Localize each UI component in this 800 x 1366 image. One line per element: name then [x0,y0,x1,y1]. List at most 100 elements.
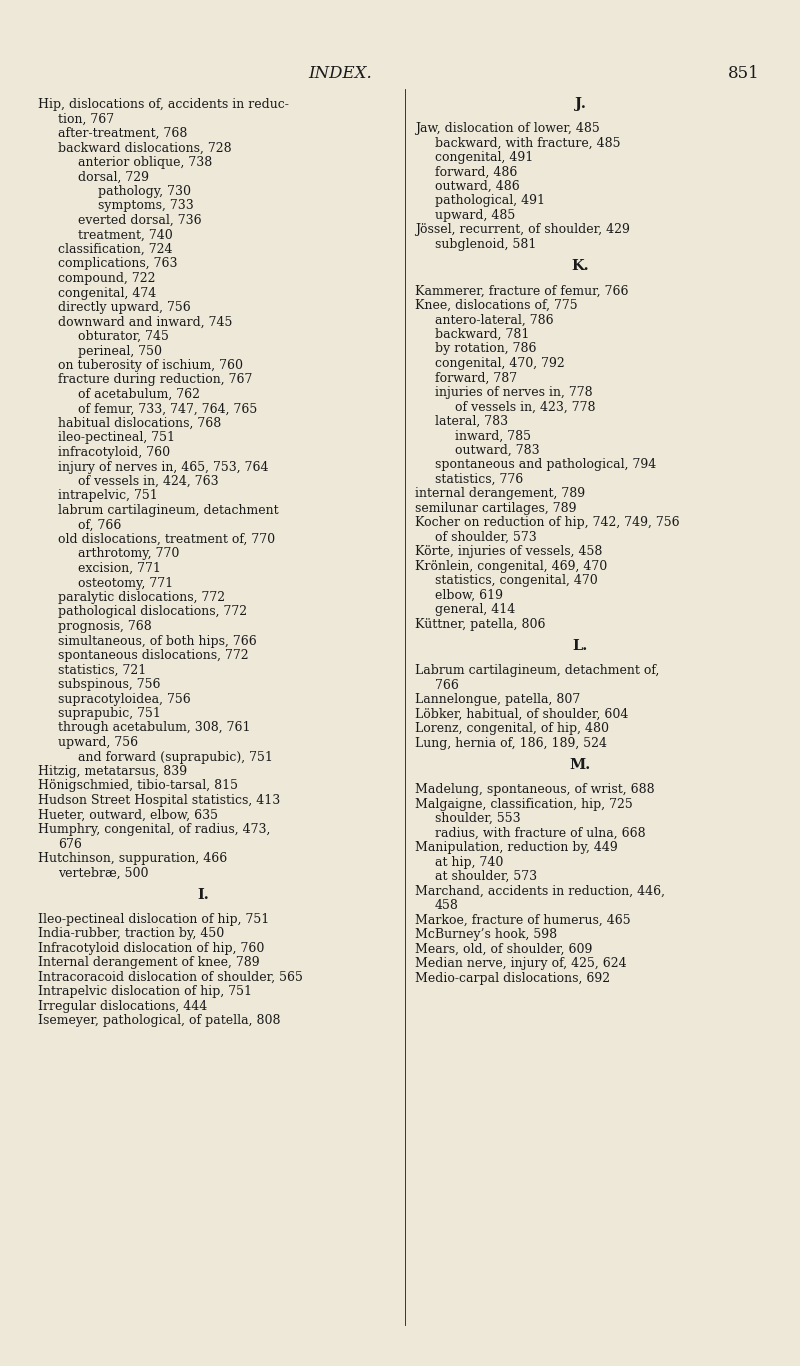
Text: Löbker, habitual, of shoulder, 604: Löbker, habitual, of shoulder, 604 [415,708,628,721]
Text: statistics, 776: statistics, 776 [435,473,523,486]
Text: pathological dislocations, 772: pathological dislocations, 772 [58,605,247,619]
Text: complications, 763: complications, 763 [58,258,178,270]
Text: congenital, 491: congenital, 491 [435,150,534,164]
Text: upward, 756: upward, 756 [58,736,138,749]
Text: congenital, 470, 792: congenital, 470, 792 [435,357,565,370]
Text: Ileo-pectineal dislocation of hip, 751: Ileo-pectineal dislocation of hip, 751 [38,912,270,926]
Text: general, 414: general, 414 [435,604,515,616]
Text: outward, 783: outward, 783 [455,444,540,456]
Text: osteotomy, 771: osteotomy, 771 [78,576,173,590]
Text: Hönigschmied, tibio-tarsal, 815: Hönigschmied, tibio-tarsal, 815 [38,780,238,792]
Text: statistics, 721: statistics, 721 [58,664,146,676]
Text: 766: 766 [435,679,459,691]
Text: and forward (suprapubic), 751: and forward (suprapubic), 751 [78,750,273,764]
Text: INDEX.: INDEX. [308,66,372,82]
Text: through acetabulum, 308, 761: through acetabulum, 308, 761 [58,721,250,735]
Text: Lannelongue, patella, 807: Lannelongue, patella, 807 [415,693,580,706]
Text: Lorenz, congenital, of hip, 480: Lorenz, congenital, of hip, 480 [415,723,609,735]
Text: forward, 486: forward, 486 [435,165,518,179]
Text: of, 766: of, 766 [78,519,122,531]
Text: backward dislocations, 728: backward dislocations, 728 [58,142,232,154]
Text: J.: J. [574,97,586,111]
Text: Mears, old, of shoulder, 609: Mears, old, of shoulder, 609 [415,943,592,956]
Text: Marchand, accidents in reduction, 446,: Marchand, accidents in reduction, 446, [415,885,665,897]
Text: Kocher on reduction of hip, 742, 749, 756: Kocher on reduction of hip, 742, 749, 75… [415,516,680,529]
Text: shoulder, 553: shoulder, 553 [435,813,521,825]
Text: excision, 771: excision, 771 [78,561,161,575]
Text: vertebræ, 500: vertebræ, 500 [58,866,149,880]
Text: Lung, hernia of, 186, 189, 524: Lung, hernia of, 186, 189, 524 [415,736,607,750]
Text: statistics, congenital, 470: statistics, congenital, 470 [435,574,598,587]
Text: of vessels in, 423, 778: of vessels in, 423, 778 [455,400,595,414]
Text: congenital, 474: congenital, 474 [58,287,156,299]
Text: Jaw, dislocation of lower, 485: Jaw, dislocation of lower, 485 [415,122,600,135]
Text: ileo-pectineal, 751: ileo-pectineal, 751 [58,432,175,444]
Text: of femur, 733, 747, 764, 765: of femur, 733, 747, 764, 765 [78,403,258,415]
Text: forward, 787: forward, 787 [435,372,517,384]
Text: Kammerer, fracture of femur, 766: Kammerer, fracture of femur, 766 [415,284,629,298]
Text: lateral, 783: lateral, 783 [435,415,508,428]
Text: M.: M. [570,758,590,772]
Text: prognosis, 768: prognosis, 768 [58,620,152,632]
Text: pathological, 491: pathological, 491 [435,194,545,208]
Text: L.: L. [572,639,588,653]
Text: 458: 458 [435,899,459,912]
Text: of shoulder, 573: of shoulder, 573 [435,531,537,544]
Text: after-treatment, 768: after-treatment, 768 [58,127,187,139]
Text: Körte, injuries of vessels, 458: Körte, injuries of vessels, 458 [415,545,602,559]
Text: Irregular dislocations, 444: Irregular dislocations, 444 [38,1000,207,1014]
Text: Humphry, congenital, of radius, 473,: Humphry, congenital, of radius, 473, [38,822,270,836]
Text: pathology, 730: pathology, 730 [98,184,191,198]
Text: Hutchinson, suppuration, 466: Hutchinson, suppuration, 466 [38,852,227,865]
Text: Median nerve, injury of, 425, 624: Median nerve, injury of, 425, 624 [415,958,626,970]
Text: directly upward, 756: directly upward, 756 [58,301,190,314]
Text: spontaneous and pathological, 794: spontaneous and pathological, 794 [435,459,656,471]
Text: Hudson Street Hospital statistics, 413: Hudson Street Hospital statistics, 413 [38,794,280,807]
Text: intrapelvic, 751: intrapelvic, 751 [58,489,158,503]
Text: Labrum cartilagineum, detachment of,: Labrum cartilagineum, detachment of, [415,664,659,678]
Text: backward, with fracture, 485: backward, with fracture, 485 [435,137,621,149]
Text: everted dorsal, 736: everted dorsal, 736 [78,214,202,227]
Text: old dislocations, treatment of, 770: old dislocations, treatment of, 770 [58,533,275,546]
Text: subspinous, 756: subspinous, 756 [58,678,161,691]
Text: Küttner, patella, 806: Küttner, patella, 806 [415,617,546,631]
Text: Madelung, spontaneous, of wrist, 688: Madelung, spontaneous, of wrist, 688 [415,783,654,796]
Text: India-rubber, traction by, 450: India-rubber, traction by, 450 [38,928,224,940]
Text: Manipulation, reduction by, 449: Manipulation, reduction by, 449 [415,841,618,854]
Text: treatment, 740: treatment, 740 [78,228,173,242]
Text: at hip, 740: at hip, 740 [435,855,503,869]
Text: simultaneous, of both hips, 766: simultaneous, of both hips, 766 [58,634,257,647]
Text: spontaneous dislocations, 772: spontaneous dislocations, 772 [58,649,249,663]
Text: Malgaigne, classification, hip, 725: Malgaigne, classification, hip, 725 [415,798,633,810]
Text: anterior oblique, 738: anterior oblique, 738 [78,156,212,169]
Text: obturator, 745: obturator, 745 [78,331,169,343]
Text: at shoulder, 573: at shoulder, 573 [435,870,537,884]
Text: inward, 785: inward, 785 [455,429,531,443]
Text: internal derangement, 789: internal derangement, 789 [415,488,585,500]
Text: Hip, dislocations of, accidents in reduc-: Hip, dislocations of, accidents in reduc… [38,98,289,111]
Text: upward, 485: upward, 485 [435,209,515,221]
Text: labrum cartilagineum, detachment: labrum cartilagineum, detachment [58,504,278,516]
Text: dorsal, 729: dorsal, 729 [78,171,149,183]
Text: Hitzig, metatarsus, 839: Hitzig, metatarsus, 839 [38,765,187,779]
Text: perineal, 750: perineal, 750 [78,344,162,358]
Text: of vessels in, 424, 763: of vessels in, 424, 763 [78,475,218,488]
Text: Markoe, fracture of humerus, 465: Markoe, fracture of humerus, 465 [415,914,630,926]
Text: 676: 676 [58,837,82,851]
Text: backward, 781: backward, 781 [435,328,530,342]
Text: outward, 486: outward, 486 [435,180,520,193]
Text: classification, 724: classification, 724 [58,243,173,255]
Text: K.: K. [571,260,589,273]
Text: supracotyloidea, 756: supracotyloidea, 756 [58,693,190,705]
Text: Krönlein, congenital, 469, 470: Krönlein, congenital, 469, 470 [415,560,607,572]
Text: paralytic dislocations, 772: paralytic dislocations, 772 [58,591,225,604]
Text: radius, with fracture of ulna, 668: radius, with fracture of ulna, 668 [435,826,646,840]
Text: suprapubic, 751: suprapubic, 751 [58,708,161,720]
Text: injury of nerves in, 465, 753, 764: injury of nerves in, 465, 753, 764 [58,460,269,474]
Text: downward and inward, 745: downward and inward, 745 [58,316,232,328]
Text: Intracoracoid dislocation of shoulder, 565: Intracoracoid dislocation of shoulder, 5… [38,971,303,984]
Text: Isemeyer, pathological, of patella, 808: Isemeyer, pathological, of patella, 808 [38,1015,281,1027]
Text: habitual dislocations, 768: habitual dislocations, 768 [58,417,222,430]
Text: McBurney’s hook, 598: McBurney’s hook, 598 [415,928,557,941]
Text: arthrotomy, 770: arthrotomy, 770 [78,548,179,560]
